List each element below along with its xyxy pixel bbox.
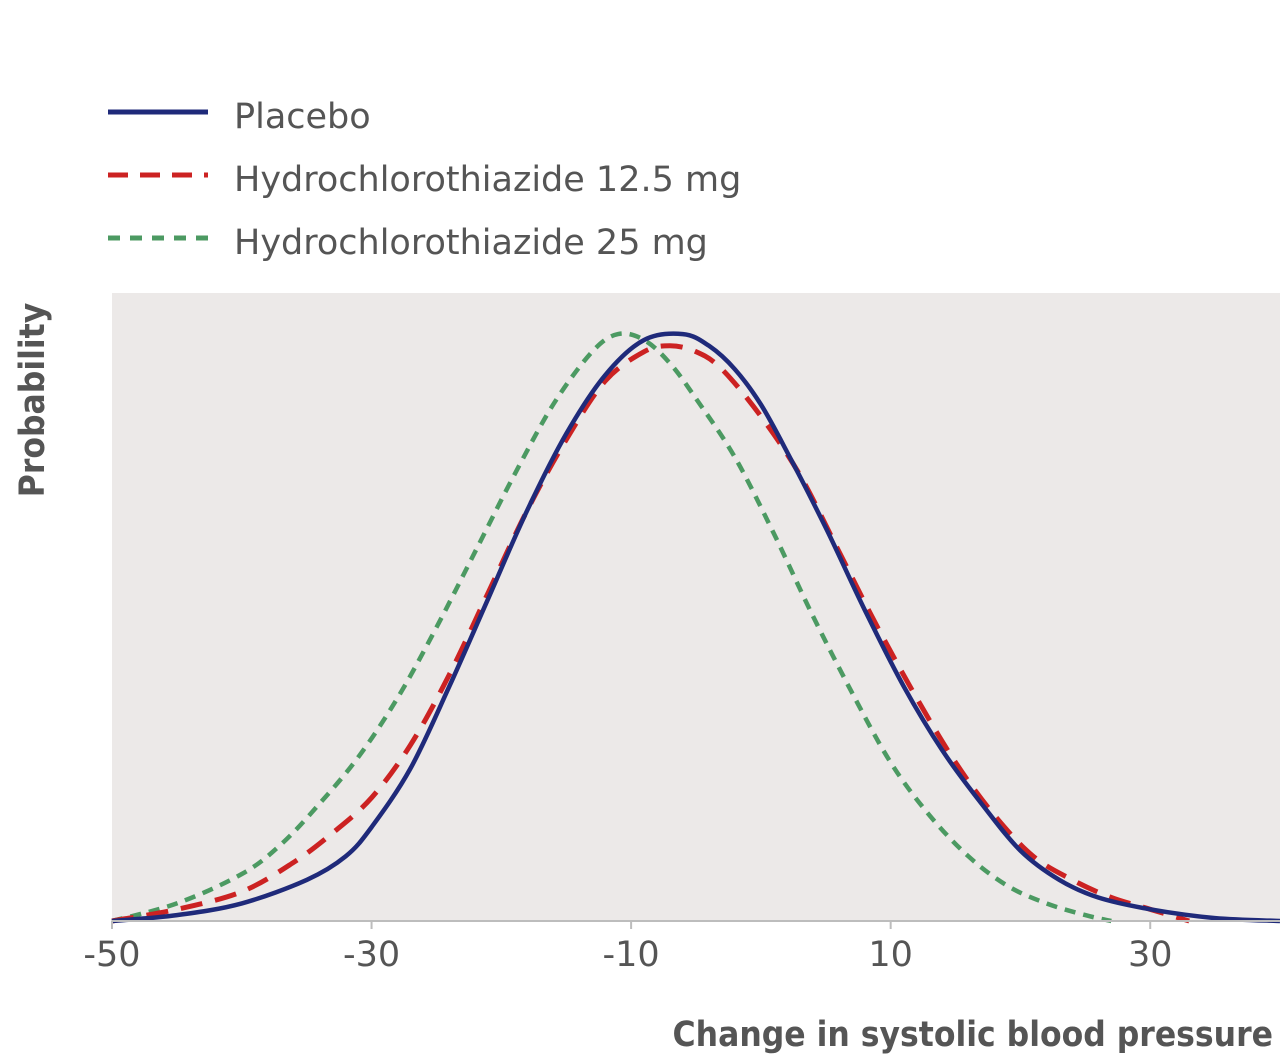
y-axis-title: Probability	[13, 303, 53, 498]
x-tick-label: -30	[343, 935, 400, 975]
plot-area	[112, 293, 1280, 921]
series-line-0	[111, 331, 1280, 924]
legend-item-hctz-12-5: Hydrochlorothiazide 12.5 mg	[108, 155, 828, 218]
x-tick-label: -50	[83, 935, 140, 975]
x-tick-label: 10	[868, 935, 913, 975]
legend-label-placebo: Placebo	[234, 97, 371, 137]
legend-item-hctz-25: Hydrochlorothiazide 25 mg	[108, 218, 828, 281]
x-tick-label: 30	[1128, 935, 1173, 975]
series-layer	[111, 331, 1280, 924]
legend-swatch-hctz-25	[108, 235, 208, 241]
legend-item-placebo: Placebo	[108, 92, 828, 155]
x-axis-title: Change in systolic blood pressure	[673, 1015, 1273, 1055]
series-line-1	[111, 343, 1190, 924]
legend-label-hctz-25: Hydrochlorothiazide 25 mg	[234, 223, 708, 263]
legend-label-hctz-12-5: Hydrochlorothiazide 12.5 mg	[234, 160, 742, 200]
legend: Placebo Hydrochlorothiazide 12.5 mg Hydr…	[108, 92, 828, 281]
legend-swatch-placebo	[108, 109, 208, 115]
x-tick-label: -10	[603, 935, 660, 975]
legend-swatch-hctz-12-5	[108, 172, 208, 178]
x-ticks: -50 -30 -10 10 30	[83, 921, 1172, 975]
series-line-2	[111, 331, 1112, 924]
